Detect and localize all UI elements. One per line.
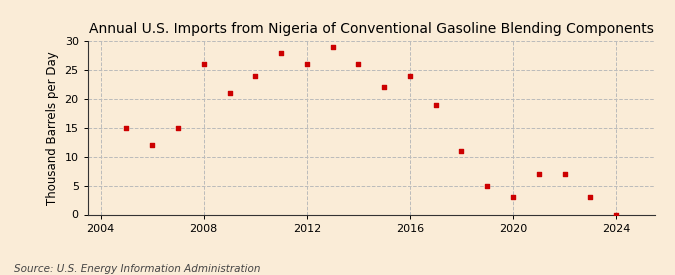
Point	[585, 195, 596, 199]
Point	[559, 172, 570, 176]
Point	[353, 62, 364, 67]
Point	[533, 172, 544, 176]
Point	[456, 149, 467, 153]
Point	[275, 51, 286, 55]
Point	[121, 126, 132, 130]
Point	[173, 126, 184, 130]
Point	[224, 91, 235, 95]
Point	[404, 74, 415, 78]
Point	[482, 183, 493, 188]
Point	[430, 103, 441, 107]
Point	[146, 143, 157, 147]
Title: Annual U.S. Imports from Nigeria of Conventional Gasoline Blending Components: Annual U.S. Imports from Nigeria of Conv…	[89, 22, 653, 36]
Point	[250, 74, 261, 78]
Y-axis label: Thousand Barrels per Day: Thousand Barrels per Day	[46, 51, 59, 205]
Text: Source: U.S. Energy Information Administration: Source: U.S. Energy Information Administ…	[14, 264, 260, 274]
Point	[379, 85, 389, 90]
Point	[302, 62, 313, 67]
Point	[327, 45, 338, 49]
Point	[611, 212, 622, 217]
Point	[198, 62, 209, 67]
Point	[508, 195, 518, 199]
